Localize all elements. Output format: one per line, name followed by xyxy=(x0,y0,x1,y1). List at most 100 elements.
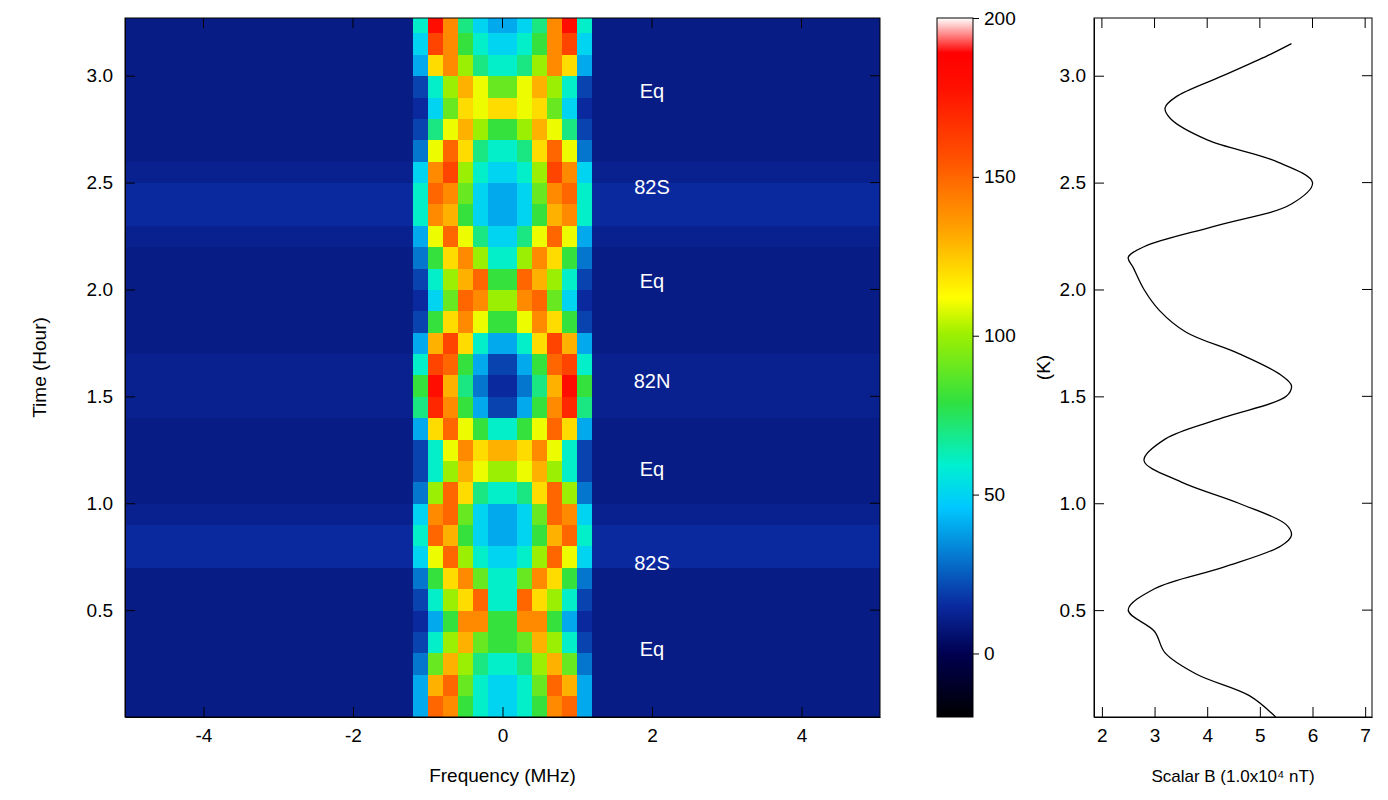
cell xyxy=(517,204,532,226)
annotation: 82S xyxy=(634,176,670,198)
cell xyxy=(532,396,547,418)
cell xyxy=(413,503,428,525)
cell xyxy=(562,204,577,226)
tick-label: 2.5 xyxy=(1060,172,1086,193)
cell xyxy=(413,418,428,440)
cell xyxy=(443,696,458,717)
cell xyxy=(458,653,473,675)
cell xyxy=(428,631,443,653)
cell xyxy=(577,674,592,696)
cell xyxy=(443,610,458,632)
cell xyxy=(428,375,443,397)
cell xyxy=(443,97,458,119)
cell xyxy=(413,460,428,482)
cell xyxy=(473,118,488,140)
tick-mark xyxy=(973,495,979,496)
cell xyxy=(443,289,458,311)
cell xyxy=(428,482,443,504)
tick-mark xyxy=(1094,289,1104,290)
cell xyxy=(473,631,488,653)
cell xyxy=(458,332,473,354)
tick-mark xyxy=(1259,18,1260,28)
tick-mark xyxy=(1362,503,1372,504)
tick-mark xyxy=(1155,707,1156,717)
cell xyxy=(577,225,592,247)
cell xyxy=(532,525,547,547)
cells xyxy=(125,18,880,717)
cell xyxy=(503,653,518,675)
cell xyxy=(577,482,592,504)
cell xyxy=(458,183,473,205)
cell xyxy=(562,311,577,333)
cell xyxy=(547,525,562,547)
axis-line xyxy=(1095,717,1373,718)
cell xyxy=(488,546,503,568)
cell xyxy=(488,225,503,247)
cell xyxy=(503,118,518,140)
cell xyxy=(562,589,577,611)
cell xyxy=(473,289,488,311)
colorbar-title: (K) xyxy=(1033,355,1054,380)
tick-mark xyxy=(203,18,204,28)
cell xyxy=(125,18,413,33)
tick-mark xyxy=(1365,18,1366,28)
tick-mark xyxy=(125,503,135,504)
cell xyxy=(473,247,488,269)
tick-label: 3.0 xyxy=(87,65,113,86)
cell xyxy=(473,97,488,119)
tick-mark xyxy=(652,18,653,28)
cell xyxy=(562,97,577,119)
cell xyxy=(458,97,473,119)
cell xyxy=(125,311,413,333)
cell xyxy=(413,332,428,354)
cell xyxy=(562,161,577,183)
cell xyxy=(517,375,532,397)
annotation: Eq xyxy=(640,638,664,660)
cell xyxy=(473,525,488,547)
cell xyxy=(413,375,428,397)
cell xyxy=(428,140,443,162)
cell xyxy=(488,54,503,76)
cell xyxy=(473,653,488,675)
tick-mark xyxy=(1154,18,1155,28)
cell xyxy=(577,525,592,547)
cell xyxy=(503,439,518,461)
cell xyxy=(488,696,503,717)
cell xyxy=(547,225,562,247)
cell xyxy=(577,289,592,311)
cell xyxy=(443,18,458,33)
cell xyxy=(488,567,503,589)
tick-mark xyxy=(1362,396,1372,397)
cell xyxy=(473,610,488,632)
cell xyxy=(547,482,562,504)
tick-mark xyxy=(1094,610,1104,611)
tick: 0.5 xyxy=(87,600,135,621)
cell xyxy=(473,183,488,205)
x-axis: -4-2024 xyxy=(126,707,881,746)
cell xyxy=(443,375,458,397)
line xyxy=(1128,44,1312,717)
cell xyxy=(413,161,428,183)
cell xyxy=(577,418,592,440)
tick-label: 2.0 xyxy=(1060,279,1086,300)
cell xyxy=(428,567,443,589)
cell xyxy=(488,289,503,311)
cell xyxy=(547,18,562,33)
cell xyxy=(443,418,458,440)
cell xyxy=(125,54,413,76)
cell xyxy=(428,439,443,461)
cell xyxy=(547,311,562,333)
annotation: 82N xyxy=(634,370,671,392)
cell xyxy=(532,118,547,140)
tick-mark xyxy=(1207,18,1208,28)
cell xyxy=(488,460,503,482)
cell xyxy=(547,289,562,311)
tick-mark xyxy=(870,289,880,290)
cell xyxy=(125,525,413,547)
cell xyxy=(517,460,532,482)
cell xyxy=(428,161,443,183)
colorbar-axis: 050100150200 xyxy=(973,8,1016,718)
cell xyxy=(577,204,592,226)
cell xyxy=(458,674,473,696)
cell xyxy=(532,247,547,269)
